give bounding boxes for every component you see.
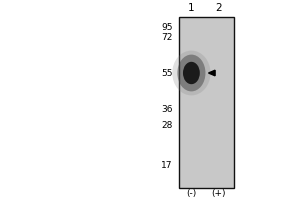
Text: 55: 55 [161, 68, 172, 77]
Ellipse shape [183, 62, 200, 84]
Text: 36: 36 [161, 104, 172, 114]
Text: (+): (+) [211, 189, 226, 198]
Polygon shape [208, 70, 215, 76]
Ellipse shape [172, 51, 211, 95]
Text: 1: 1 [188, 3, 195, 13]
Text: 17: 17 [161, 160, 172, 170]
Ellipse shape [177, 55, 206, 91]
Text: 95: 95 [161, 22, 172, 31]
Text: 28: 28 [161, 120, 172, 130]
Text: 72: 72 [161, 33, 172, 43]
Text: (-): (-) [186, 189, 197, 198]
Bar [178, 17, 234, 188]
Text: 2: 2 [215, 3, 222, 13]
